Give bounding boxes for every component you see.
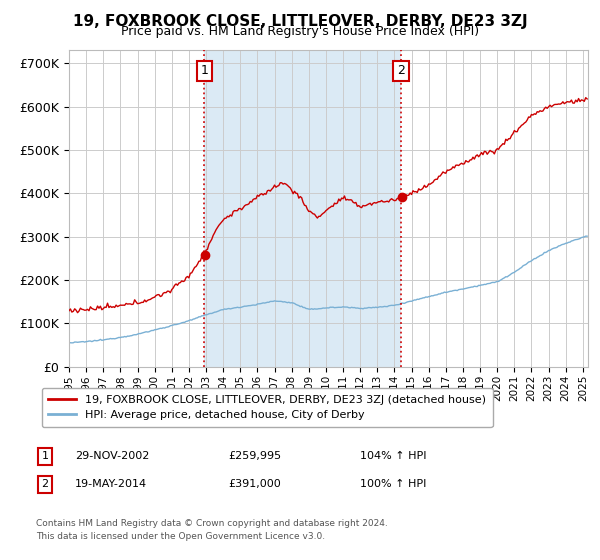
Text: 1: 1 (200, 64, 208, 77)
Text: Price paid vs. HM Land Registry's House Price Index (HPI): Price paid vs. HM Land Registry's House … (121, 25, 479, 38)
Text: 19, FOXBROOK CLOSE, LITTLEOVER, DERBY, DE23 3ZJ: 19, FOXBROOK CLOSE, LITTLEOVER, DERBY, D… (73, 14, 527, 29)
Text: £259,995: £259,995 (228, 451, 281, 461)
Text: Contains HM Land Registry data © Crown copyright and database right 2024.: Contains HM Land Registry data © Crown c… (36, 519, 388, 528)
Text: 29-NOV-2002: 29-NOV-2002 (75, 451, 149, 461)
Text: 2: 2 (41, 479, 49, 489)
Text: 1: 1 (41, 451, 49, 461)
Text: 19-MAY-2014: 19-MAY-2014 (75, 479, 147, 489)
Legend: 19, FOXBROOK CLOSE, LITTLEOVER, DERBY, DE23 3ZJ (detached house), HPI: Average p: 19, FOXBROOK CLOSE, LITTLEOVER, DERBY, D… (41, 388, 493, 427)
Text: 2: 2 (397, 64, 405, 77)
Text: 104% ↑ HPI: 104% ↑ HPI (360, 451, 427, 461)
Bar (205, 50, 401, 367)
Text: 100% ↑ HPI: 100% ↑ HPI (360, 479, 427, 489)
Text: £391,000: £391,000 (228, 479, 281, 489)
Text: This data is licensed under the Open Government Licence v3.0.: This data is licensed under the Open Gov… (36, 532, 325, 541)
